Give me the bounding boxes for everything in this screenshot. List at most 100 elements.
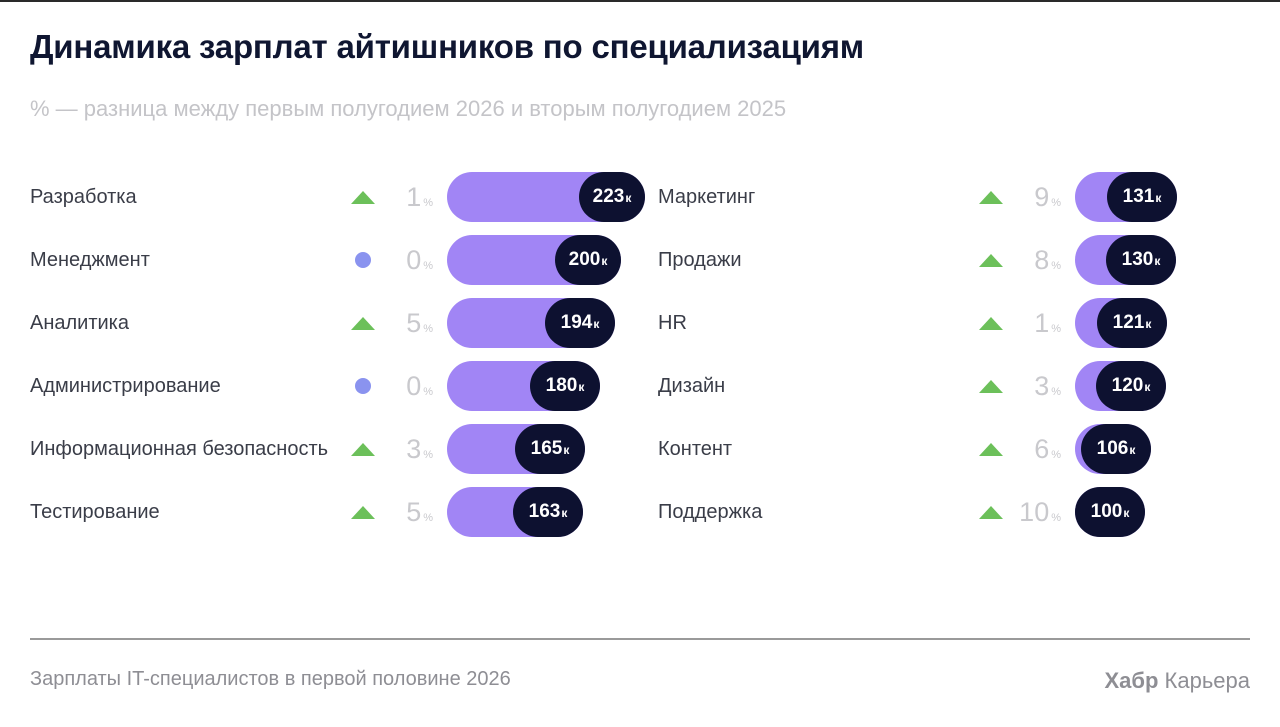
up-triangle-icon xyxy=(979,316,1003,330)
salary-unit: к xyxy=(625,191,632,205)
chart-row: Аналитика 5% 194 к xyxy=(30,298,630,348)
salary-value: 163 xyxy=(528,501,561,522)
trend-up-icon xyxy=(979,186,1003,208)
footer-divider xyxy=(30,638,1250,640)
salary-bar: 131 к xyxy=(1075,172,1177,222)
salary-unit: к xyxy=(1129,443,1136,457)
salary-bar: 200 к xyxy=(447,235,621,285)
chart-row: Маркетинг 9% 131 к xyxy=(658,172,1258,222)
trend-up-icon xyxy=(979,375,1003,397)
brand-suffix: Карьера xyxy=(1164,668,1250,693)
salary-value: 131 xyxy=(1122,186,1155,207)
salary-unit: к xyxy=(561,506,568,520)
category-label: Администрирование xyxy=(30,374,221,397)
change-value: 3% xyxy=(981,371,1061,401)
up-triangle-icon xyxy=(351,505,375,519)
salary-badge: 131 к xyxy=(1107,172,1177,222)
trend-up-icon xyxy=(979,312,1003,334)
salary-value: 180 xyxy=(545,375,578,396)
percent-sign: % xyxy=(423,512,433,524)
chart-row: Продажи 8% 130 к xyxy=(658,235,1258,285)
salary-badge: 194 к xyxy=(545,298,615,348)
category-label: Аналитика xyxy=(30,311,129,334)
change-number: 5 xyxy=(406,497,422,527)
salary-badge: 223 к xyxy=(579,172,645,222)
salary-unit: к xyxy=(578,380,585,394)
percent-sign: % xyxy=(1051,512,1061,524)
salary-badge: 121 к xyxy=(1097,298,1167,348)
percent-sign: % xyxy=(1051,323,1061,335)
salary-badge: 180 к xyxy=(530,361,600,411)
salary-value: 100 xyxy=(1090,501,1123,522)
chart-row: Тестирование 5% 163 к xyxy=(30,487,630,537)
chart-row: Информационная безопасность 3% 165 к xyxy=(30,424,630,474)
salary-bar: 223 к xyxy=(447,172,645,222)
change-value: 9% xyxy=(981,182,1061,212)
change-number: 3 xyxy=(406,434,422,464)
change-number: 1 xyxy=(1034,308,1050,338)
up-triangle-icon xyxy=(979,379,1003,393)
salary-badge: 130 к xyxy=(1106,235,1176,285)
change-number: 6 xyxy=(1034,434,1050,464)
change-number: 0 xyxy=(406,371,422,401)
salary-unit: к xyxy=(563,443,570,457)
footer-brand: Хабр Карьера xyxy=(1104,668,1250,694)
change-value: 10% xyxy=(981,497,1061,527)
footer-source: Зарплаты IT-специалистов в первой полови… xyxy=(30,668,511,690)
change-value: 1% xyxy=(353,182,433,212)
percent-sign: % xyxy=(423,323,433,335)
up-triangle-icon xyxy=(979,505,1003,519)
category-label: Менеджмент xyxy=(30,248,150,271)
up-triangle-icon xyxy=(979,190,1003,204)
change-number: 3 xyxy=(1034,371,1050,401)
chart-row: Администрирование 0% 180 к xyxy=(30,361,630,411)
salary-badge: 120 к xyxy=(1096,361,1166,411)
category-label: Тестирование xyxy=(30,500,160,523)
trend-up-icon xyxy=(979,249,1003,271)
salary-unit: к xyxy=(1145,317,1152,331)
chart-row: Разработка 1% 223 к xyxy=(30,172,645,222)
category-label: Маркетинг xyxy=(658,185,756,208)
salary-bar: 180 к xyxy=(447,361,600,411)
up-triangle-icon xyxy=(351,316,375,330)
percent-sign: % xyxy=(1051,197,1061,209)
salary-value: 223 xyxy=(592,186,625,207)
category-label: Контент xyxy=(658,437,733,460)
change-value: 0% xyxy=(353,371,433,401)
salary-badge: 165 к xyxy=(515,424,585,474)
salary-unit: к xyxy=(1154,254,1161,268)
change-value: 8% xyxy=(981,245,1061,275)
category-label: HR xyxy=(658,311,687,334)
trend-flat-icon xyxy=(351,249,375,271)
change-number: 5 xyxy=(406,308,422,338)
chart-subtitle: % — разница между первым полугодием 2026… xyxy=(30,96,787,121)
percent-sign: % xyxy=(1051,386,1061,398)
salary-badge: 163 к xyxy=(513,487,583,537)
change-value: 5% xyxy=(353,308,433,338)
percent-sign: % xyxy=(1051,260,1061,272)
salary-bar: 163 к xyxy=(447,487,583,537)
change-value: 6% xyxy=(981,434,1061,464)
salary-value: 120 xyxy=(1111,375,1144,396)
percent-sign: % xyxy=(423,386,433,398)
up-triangle-icon xyxy=(979,442,1003,456)
salary-bar: 165 к xyxy=(447,424,585,474)
change-value: 1% xyxy=(981,308,1061,338)
trend-up-icon xyxy=(351,501,375,523)
up-triangle-icon xyxy=(979,253,1003,267)
salary-badge: 106 к xyxy=(1081,424,1151,474)
trend-flat-icon xyxy=(351,375,375,397)
percent-sign: % xyxy=(423,260,433,272)
change-number: 0 xyxy=(406,245,422,275)
percent-sign: % xyxy=(1051,449,1061,461)
salary-value: 121 xyxy=(1112,312,1145,333)
change-number: 9 xyxy=(1034,182,1050,212)
change-value: 5% xyxy=(353,497,433,527)
chart-row: Контент 6% 106 к xyxy=(658,424,1258,474)
salary-value: 130 xyxy=(1121,249,1154,270)
category-label: Разработка xyxy=(30,185,137,208)
salary-unit: к xyxy=(1155,191,1162,205)
salary-unit: к xyxy=(1123,506,1130,520)
salary-badge: 100 к xyxy=(1075,487,1145,537)
category-label: Продажи xyxy=(658,248,742,271)
